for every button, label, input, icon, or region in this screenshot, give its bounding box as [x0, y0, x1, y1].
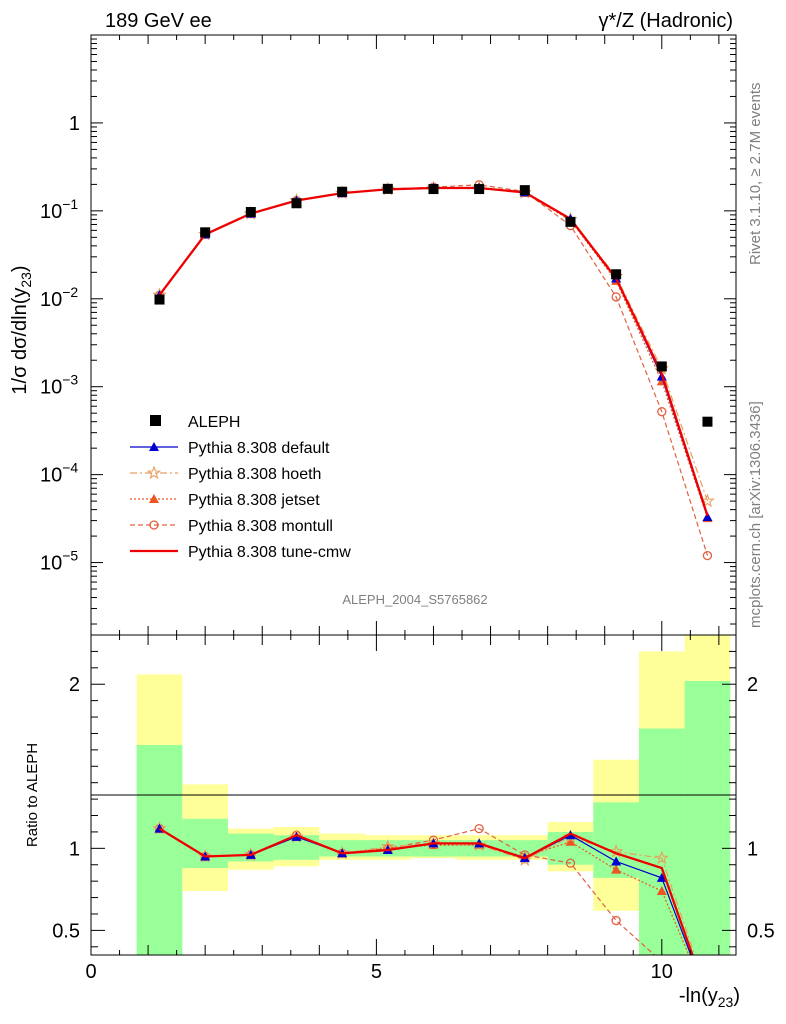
ratio-bands [136, 635, 731, 955]
ratio-point-hoeth [654, 850, 669, 865]
main-y-axis-label: 1/σ dσ/dln(y23) [9, 265, 34, 394]
main-point-montull [657, 407, 667, 417]
main-ticks [90, 34, 736, 635]
main-y-tick-label: 1 [69, 113, 80, 135]
ratio-ticks [90, 635, 736, 955]
legend-marker-montull [149, 520, 159, 530]
ratio-series [152, 821, 696, 955]
main-series-line-montull [159, 184, 709, 556]
aleph-data-point [200, 227, 211, 238]
legend-label-jetset: Pythia 8.308 jetset [188, 492, 320, 509]
ratio-panel: 0.5 0.5 1 1 2 2 0 5 10 Ratio to ALEPH -ln(y23) [24, 634, 775, 1010]
aleph-data-point [428, 184, 439, 195]
ratio-point-jetset [611, 864, 622, 874]
ratio-y-tick-label: 0.5 [52, 920, 80, 942]
main-y-tick-label: 10−1 [40, 196, 78, 223]
ratio-y-tick-label: 2 [69, 674, 80, 696]
analysis-tag: ALEPH_2004_S5765862 [342, 592, 487, 607]
aleph-data-point [337, 186, 348, 197]
x-tick-label: 0 [85, 961, 96, 983]
main-y-tick-label: 10−2 [40, 284, 78, 311]
mcplots-label: mcplots.cern.ch [arXiv:1306.3436] [747, 401, 764, 628]
rivet-label: Rivet 3.1.10, ≥ 2.7M events [747, 83, 764, 266]
ratio-point-montull [611, 915, 621, 926]
header-right: γ*/Z (Hadronic) [599, 10, 733, 32]
legend-marker-default [149, 442, 159, 451]
main-data-points [154, 183, 713, 427]
x-axis-label: -ln(y23) [679, 985, 740, 1010]
ratio-tick-labels: 0.5 0.5 1 1 2 2 0 5 10 [52, 674, 775, 983]
ratio-point-jetset [565, 836, 576, 846]
ratio-band-inner [684, 680, 731, 955]
legend-label-montull: Pythia 8.308 montull [188, 518, 333, 535]
legend-marker-jetset [149, 494, 159, 503]
main-y-tick-label: 10−5 [40, 548, 78, 575]
legend-label-cmw: Pythia 8.308 tune-cmw [188, 544, 351, 561]
ratio-y-tick-label-right: 0.5 [747, 920, 775, 942]
main-point-default [702, 511, 713, 521]
aleph-data-point [291, 198, 302, 209]
ratio-y-tick-label: 1 [69, 838, 80, 860]
ratio-point-default [611, 856, 622, 866]
main-point-montull [702, 550, 713, 561]
aleph-data-point [154, 294, 165, 305]
header-left: 189 GeV ee [105, 10, 212, 32]
ratio-y-tick-label-right: 1 [747, 838, 758, 860]
aleph-data-point [519, 185, 530, 196]
aleph-data-point [382, 183, 393, 194]
x-tick-label: 5 [371, 961, 382, 983]
ratio-series-line-cmw [158, 827, 694, 955]
aleph-data-point [611, 269, 622, 280]
ratio-series-clipped [152, 821, 696, 955]
main-y-tick-label: 10−3 [40, 372, 78, 399]
ratio-point-montull [565, 858, 576, 868]
main-y-tick-label: 10−4 [40, 460, 78, 487]
aleph-data-point [565, 216, 576, 227]
x-tick-label: 10 [651, 961, 673, 983]
aleph-data-point [474, 184, 485, 195]
aleph-data-point [702, 416, 713, 427]
ratio-point-montull [474, 823, 484, 834]
ratio-frame [90, 634, 737, 956]
ratio-y-tick-label-right: 2 [747, 674, 758, 696]
main-panel: 10−5 10−4 10−3 10−2 10−1 1 1/σ dσ/dln(y23) [9, 34, 737, 636]
legend-label-default: Pythia 8.308 default [188, 440, 330, 457]
aleph-data-point [656, 361, 667, 372]
legend-marker-hoeth [146, 465, 162, 480]
ratio-point-jetset [656, 886, 667, 895]
legend: ALEPH Pythia 8.308 default Pythia 8.308 ho… [130, 414, 351, 561]
ratio-band-inner [136, 744, 183, 955]
legend-marker-data [150, 415, 161, 426]
legend-label-hoeth: Pythia 8.308 hoeth [188, 466, 321, 483]
main-point-montull [611, 292, 621, 302]
aleph-data-point [245, 207, 256, 218]
legend-label-data: ALEPH [188, 414, 240, 431]
main-y-tick-labels: 10−5 10−4 10−3 10−2 10−1 1 [40, 113, 80, 575]
ratio-y-axis-label: Ratio to ALEPH [24, 743, 41, 847]
ratio-point-default [656, 872, 667, 882]
